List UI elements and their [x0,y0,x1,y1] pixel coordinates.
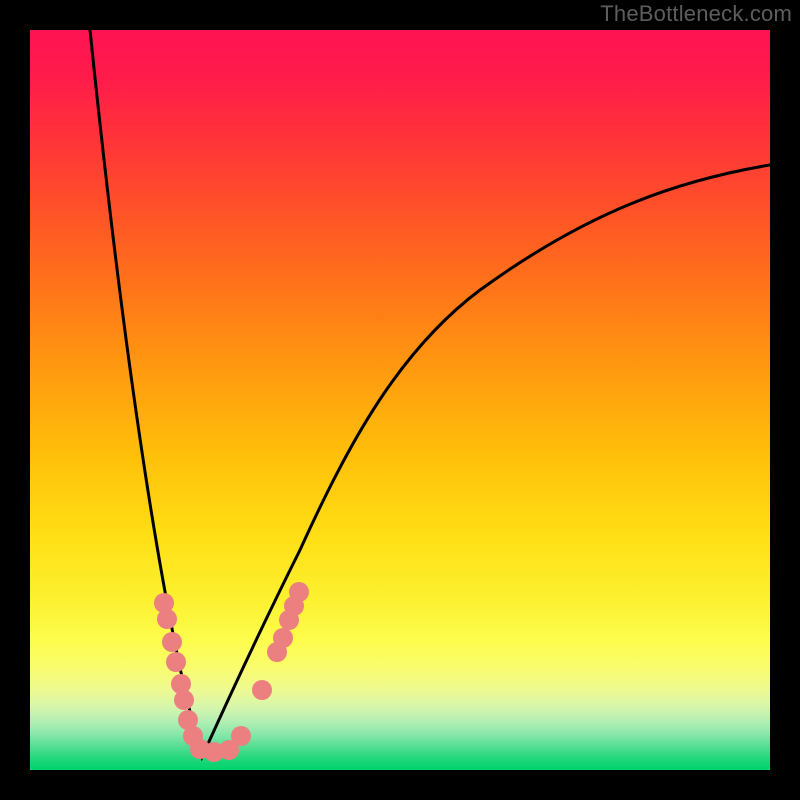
accent-dot [157,609,177,629]
accent-dot [174,690,194,710]
accent-dot [231,726,251,746]
accent-dot [273,628,293,648]
plot-area [30,30,770,770]
accent-dot [289,582,309,602]
accent-dot [166,652,186,672]
watermark-text: TheBottleneck.com [600,1,792,27]
curve-layer [30,30,770,770]
bottleneck-curve [90,30,770,757]
accent-dot [252,680,272,700]
accent-dot [162,632,182,652]
outer-frame: TheBottleneck.com [0,0,800,800]
